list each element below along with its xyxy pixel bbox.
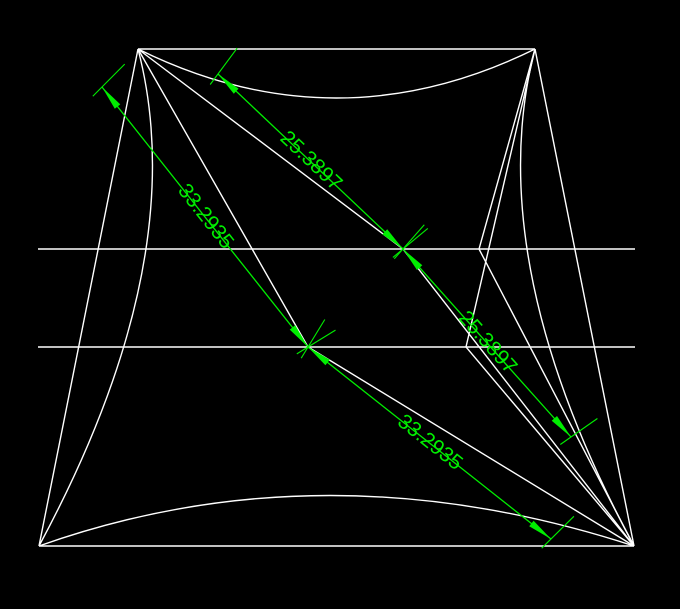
svg-text:25.3897: 25.3897	[454, 306, 522, 378]
svg-text:33.2935: 33.2935	[173, 180, 238, 254]
svg-text:33.2935: 33.2935	[393, 410, 467, 475]
